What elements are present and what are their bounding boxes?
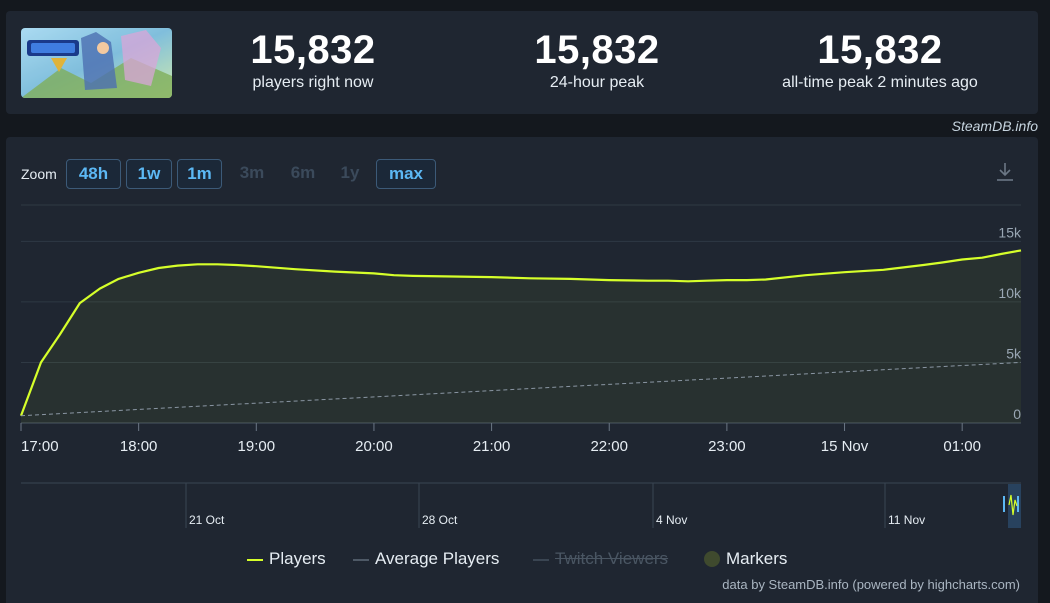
zoom-1w-button[interactable]: 1w	[126, 159, 172, 189]
players-now-label: players right now	[252, 74, 374, 91]
players-now-value: 15,832	[250, 28, 376, 72]
twitch-swatch-icon	[533, 559, 549, 561]
legend-markers[interactable]: Markers	[704, 548, 787, 570]
game-cover-image[interactable]	[21, 28, 172, 98]
markers-dot-icon	[704, 551, 720, 567]
legend-twitch-label: Twitch Viewers	[555, 549, 669, 568]
footer-credit[interactable]: data by SteamDB.info (powered by highcha…	[722, 577, 1020, 592]
peak-24h-label: 24-hour peak	[549, 74, 645, 91]
all-time-peak-value: 15,832	[817, 28, 943, 72]
legend-players[interactable]: Players	[247, 548, 326, 570]
zoom-1y-button[interactable]: 1y	[340, 163, 360, 182]
legend-players-label: Players	[269, 549, 326, 568]
legend-twitch-viewers[interactable]: Twitch Viewers	[533, 548, 668, 570]
zoom-3m-button[interactable]: 3m	[239, 163, 265, 182]
zoom-48h-button[interactable]: 48h	[66, 159, 121, 189]
zoom-1m-button[interactable]: 1m	[177, 159, 222, 189]
game-cover-art	[21, 28, 172, 98]
chart-panel	[6, 137, 1038, 603]
stats-panel	[6, 11, 1038, 114]
average-swatch-icon	[353, 559, 369, 561]
legend-markers-label: Markers	[726, 549, 788, 568]
zoom-max-button[interactable]: max	[376, 159, 436, 189]
stat-all-time-peak: 15,832 all-time peak 2 minutes ago	[740, 28, 1020, 92]
players-swatch-icon	[247, 559, 263, 561]
zoom-label: Zoom	[21, 166, 57, 182]
legend-average-players[interactable]: Average Players	[353, 548, 499, 570]
legend-average-label: Average Players	[375, 549, 500, 568]
all-time-peak-label: all-time peak 2 minutes ago	[782, 74, 978, 91]
stat-players-now: 15,832 players right now	[173, 28, 453, 92]
peak-24h-value: 15,832	[534, 28, 660, 72]
stat-24h-peak: 15,832 24-hour peak	[457, 28, 737, 92]
zoom-6m-button[interactable]: 6m	[290, 163, 316, 182]
steamdb-credit[interactable]: SteamDB.info	[951, 118, 1038, 134]
download-icon[interactable]	[994, 161, 1016, 183]
